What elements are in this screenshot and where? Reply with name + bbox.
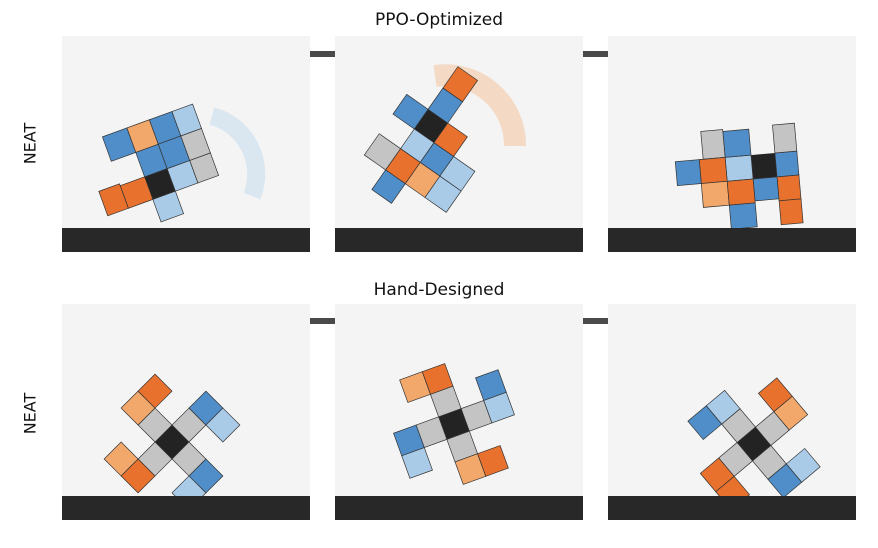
- ground: [335, 228, 583, 252]
- robot-r2-c2: [393, 363, 515, 485]
- row-ylabel-1: NEAT: [20, 122, 40, 165]
- robot-r2-c1: [103, 373, 241, 511]
- ground: [335, 496, 583, 520]
- row-title-ppo: PPO-Optimized: [375, 10, 503, 30]
- panel-r1-c2: [335, 36, 583, 252]
- panel-r1-c3: [608, 36, 856, 252]
- row-ylabel-2: NEAT: [20, 392, 40, 435]
- panel-r1-c1: [62, 36, 310, 252]
- robot-r1-c2: [363, 64, 527, 213]
- robot-r2-c3: [687, 377, 821, 511]
- panel-r2-c2: [335, 304, 583, 520]
- robot-r1-c1: [98, 103, 266, 223]
- panel-r2-c3: [608, 304, 856, 520]
- ground: [608, 228, 856, 252]
- ground: [62, 228, 310, 252]
- ground: [62, 496, 310, 520]
- row-title-hand-designed: Hand-Designed: [373, 280, 505, 300]
- robot-r1-c3: [674, 122, 804, 230]
- panel-r2-c1: [62, 304, 310, 520]
- ground: [608, 496, 856, 520]
